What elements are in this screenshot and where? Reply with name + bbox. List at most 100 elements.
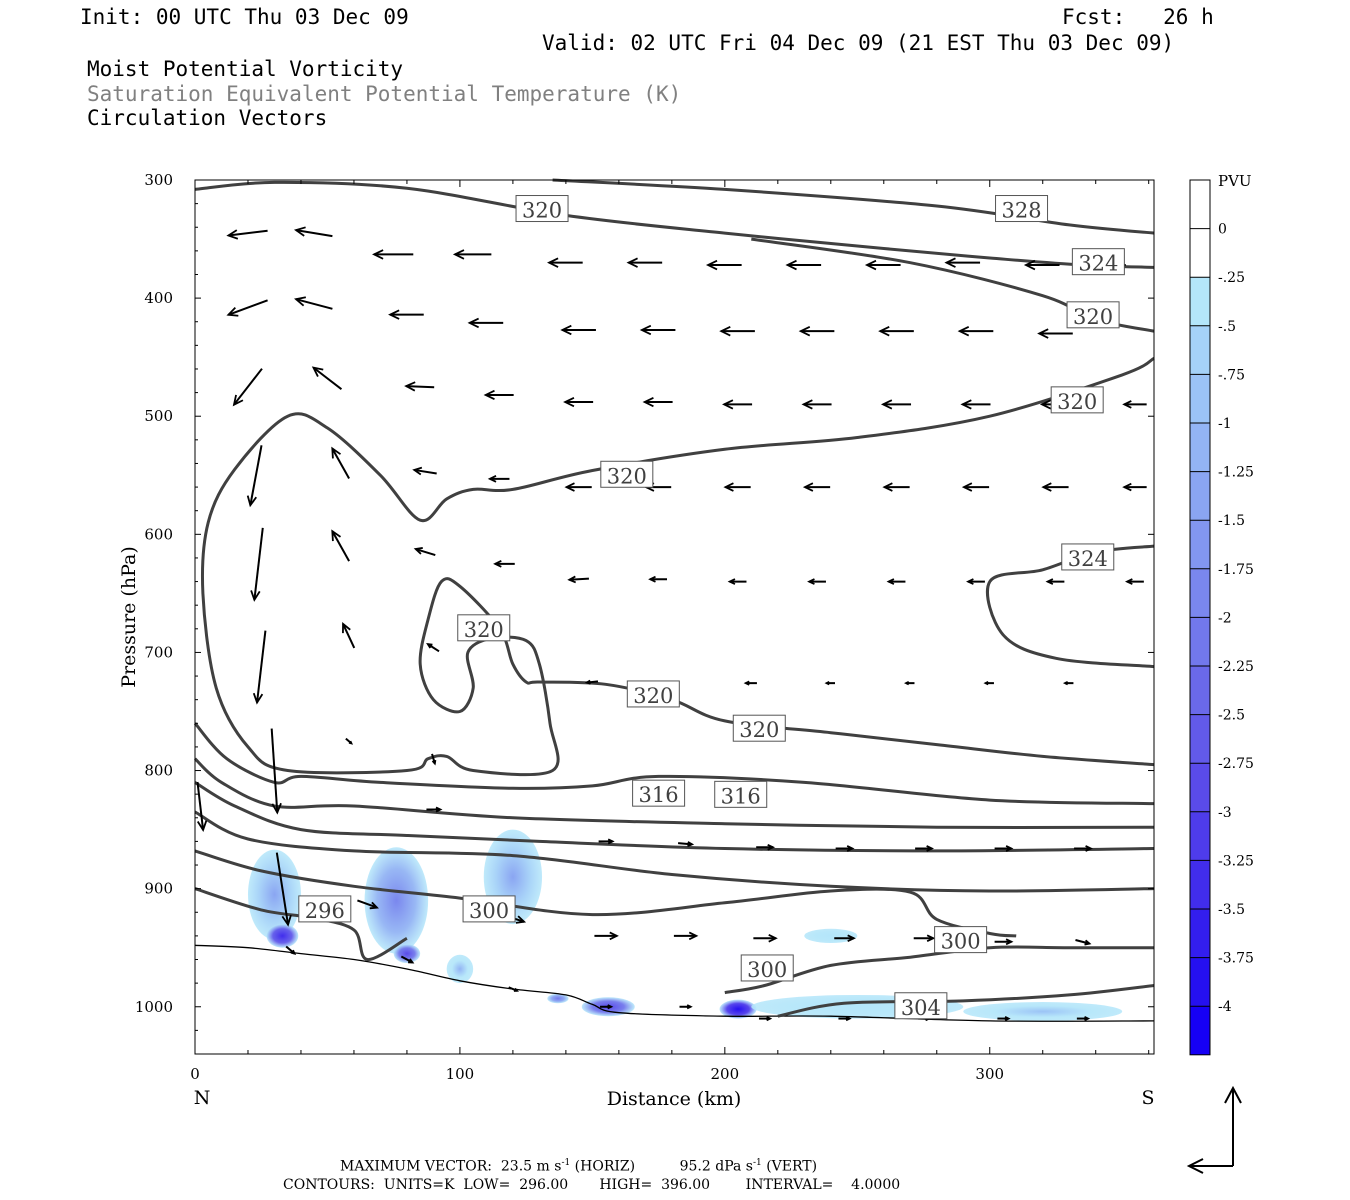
vector-head	[252, 692, 264, 705]
contour-label-text: 320	[739, 718, 779, 742]
contour-label: 300	[462, 895, 516, 923]
vector-head	[408, 958, 415, 964]
vector-head	[547, 257, 559, 268]
vector-head	[431, 759, 437, 766]
vector-head	[388, 309, 400, 320]
vector-head	[246, 495, 257, 508]
vector-head	[331, 529, 342, 542]
colorbar-label: -4	[1218, 999, 1232, 1015]
vector-head	[467, 317, 480, 329]
vector-shaft	[312, 366, 343, 391]
y-axis-label: Pressure (hPa)	[118, 546, 140, 688]
vector-head	[727, 578, 736, 585]
circulation-vector	[564, 482, 592, 492]
theta-e-contour-304	[194, 810, 1155, 893]
vector-head	[743, 680, 750, 686]
colorbar-swatch	[1190, 763, 1210, 812]
contour-label-text: 304	[901, 996, 941, 1020]
vector-head	[404, 381, 416, 392]
circulation-vector	[753, 934, 778, 943]
colorbar-label: -3	[1218, 805, 1232, 821]
contour-label-box	[1061, 543, 1115, 571]
vector-head	[348, 740, 354, 745]
contour-label: 316	[632, 779, 686, 807]
circulation-vector	[719, 326, 755, 337]
circulation-vector	[357, 899, 379, 910]
vector-head	[290, 949, 297, 956]
colorbar-label: -2	[1218, 610, 1232, 626]
vector-head	[648, 575, 656, 583]
circulation-vector	[275, 852, 292, 927]
contour-label: 320	[457, 614, 511, 642]
contour-label: 320	[1050, 386, 1104, 414]
colorbar-label: -3.25	[1218, 853, 1254, 869]
vector-shaft	[295, 229, 333, 238]
colorbar-label: -1.5	[1218, 513, 1245, 529]
contour-label-box	[457, 614, 511, 642]
vector-head	[864, 259, 877, 271]
circulation-vector	[226, 229, 268, 240]
circulation-vector	[944, 257, 981, 268]
vector-head	[369, 901, 379, 910]
vector-head	[226, 306, 239, 317]
colorbar-swatch	[1190, 277, 1210, 326]
circulation-vector	[431, 753, 437, 766]
vector-head	[767, 843, 776, 851]
vector-head	[426, 642, 433, 649]
vector-shaft	[1075, 939, 1090, 945]
contour-label: 320	[600, 460, 654, 488]
vector-head	[1084, 1016, 1091, 1022]
colorbar-swatch	[1190, 617, 1210, 666]
vector-head	[705, 259, 718, 271]
circulation-vector	[648, 575, 668, 583]
circulation-vector	[560, 324, 596, 336]
mpv-patch	[719, 999, 757, 1019]
vector-head	[960, 399, 972, 410]
circulation-vector	[705, 259, 742, 271]
y-tick-label: 400	[144, 289, 173, 307]
vector-head	[567, 575, 577, 584]
circulation-vector	[878, 326, 914, 337]
colorbar-label: -2.25	[1218, 659, 1254, 675]
vector-shaft	[196, 781, 205, 831]
y-tick-label: 1000	[135, 998, 173, 1016]
vector-head	[768, 934, 778, 943]
vector-head	[802, 482, 814, 492]
circulation-vector	[673, 931, 699, 941]
circulation-vector	[997, 1016, 1011, 1022]
vector-head	[944, 257, 956, 268]
vector-head	[413, 547, 423, 555]
field-title-vectors: Circulation Vectors	[87, 106, 328, 130]
colorbar-label: -.75	[1218, 367, 1245, 383]
circulation-vector	[994, 938, 1014, 946]
theta-e-contour-300	[724, 945, 1155, 995]
contour-label-box	[1071, 248, 1125, 276]
circulation-vector	[426, 806, 443, 813]
circulation-vector	[1037, 328, 1073, 339]
circulation-vector	[834, 934, 856, 943]
vector-head	[493, 560, 502, 568]
contour-label-box	[298, 895, 352, 923]
mpv-patch	[364, 847, 429, 954]
vector-head	[435, 806, 443, 813]
vector-head	[293, 226, 306, 237]
contour-label-text: 320	[607, 464, 647, 488]
contour-label-box	[740, 954, 794, 982]
circulation-vector	[722, 399, 753, 410]
vector-head	[1041, 482, 1052, 492]
circulation-vector	[372, 249, 414, 260]
contour-label-text: 320	[633, 684, 673, 708]
circulation-vector	[1076, 1016, 1091, 1022]
vector-shaft	[357, 899, 378, 909]
vector-head	[250, 590, 261, 602]
vector-shaft	[233, 368, 263, 406]
circulation-vector	[838, 1016, 852, 1022]
y-tick-label: 500	[144, 407, 173, 425]
mpv-patch	[393, 944, 421, 964]
circulation-vector	[426, 642, 440, 653]
circulation-vector	[345, 737, 354, 745]
circulation-vector	[487, 475, 510, 483]
vector-head	[584, 679, 591, 685]
circulation-vector	[508, 986, 520, 992]
